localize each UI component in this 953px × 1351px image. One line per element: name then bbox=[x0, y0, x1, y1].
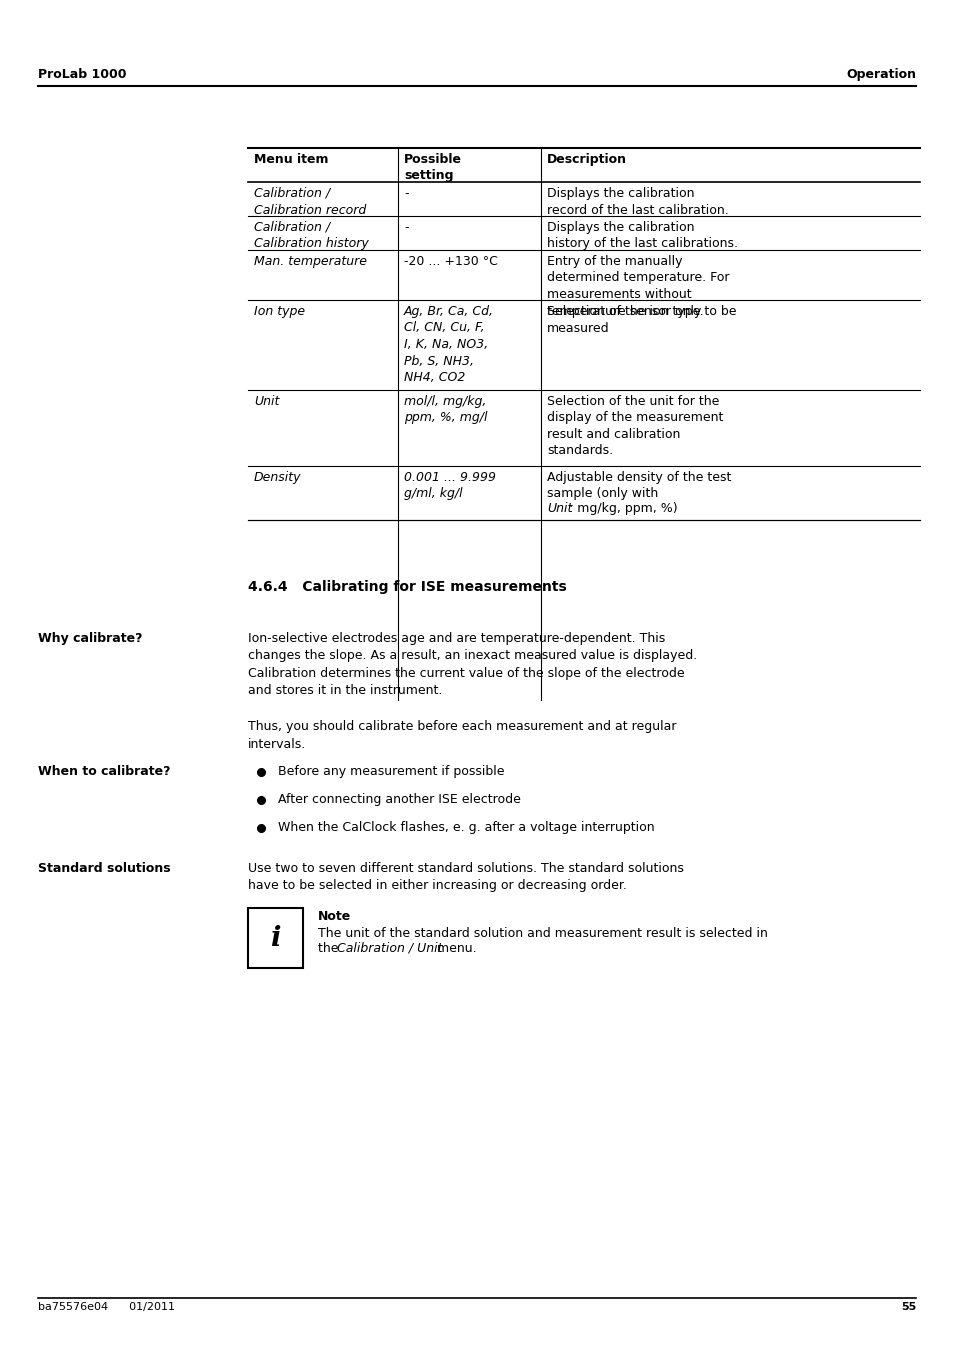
Text: Unit: Unit bbox=[253, 394, 279, 408]
Text: 0.001 ... 9.999
g/ml, kg/l: 0.001 ... 9.999 g/ml, kg/l bbox=[403, 471, 496, 500]
Text: Use two to seven different standard solutions. The standard solutions
have to be: Use two to seven different standard solu… bbox=[248, 862, 683, 893]
Text: Unit: Unit bbox=[546, 503, 572, 515]
Text: When the CalClock flashes, e. g. after a voltage interruption: When the CalClock flashes, e. g. after a… bbox=[277, 821, 654, 834]
Text: When to calibrate?: When to calibrate? bbox=[38, 765, 171, 778]
Text: Calibration /
Calibration record: Calibration / Calibration record bbox=[253, 186, 366, 216]
Text: Ag, Br, Ca, Cd,
Cl, CN, Cu, F,
I, K, Na, NO3,
Pb, S, NH3,
NH4, CO2: Ag, Br, Ca, Cd, Cl, CN, Cu, F, I, K, Na,… bbox=[403, 305, 494, 384]
Text: Calibration / Unit: Calibration / Unit bbox=[336, 942, 442, 955]
Text: Description: Description bbox=[546, 153, 626, 166]
Text: Selection of the ion type to be
measured: Selection of the ion type to be measured bbox=[546, 305, 736, 335]
Text: Displays the calibration
record of the last calibration.: Displays the calibration record of the l… bbox=[546, 186, 728, 216]
Text: the: the bbox=[317, 942, 342, 955]
Text: ProLab 1000: ProLab 1000 bbox=[38, 68, 127, 81]
Text: After connecting another ISE electrode: After connecting another ISE electrode bbox=[277, 793, 520, 807]
Text: menu.: menu. bbox=[433, 942, 476, 955]
Text: Thus, you should calibrate before each measurement and at regular
intervals.: Thus, you should calibrate before each m… bbox=[248, 720, 676, 751]
Text: Possible
setting: Possible setting bbox=[403, 153, 461, 182]
Text: -20 ... +130 °C: -20 ... +130 °C bbox=[403, 255, 497, 267]
Text: Selection of the unit for the
display of the measurement
result and calibration
: Selection of the unit for the display of… bbox=[546, 394, 722, 458]
Text: Man. temperature: Man. temperature bbox=[253, 255, 367, 267]
Text: Operation: Operation bbox=[845, 68, 915, 81]
Text: 4.6.4   Calibrating for ISE measurements: 4.6.4 Calibrating for ISE measurements bbox=[248, 580, 566, 594]
Text: Ion-selective electrodes age and are temperature-dependent. This
changes the slo: Ion-selective electrodes age and are tem… bbox=[248, 632, 697, 697]
Text: -: - bbox=[403, 186, 408, 200]
Text: mol/l, mg/kg,
ppm, %, mg/l: mol/l, mg/kg, ppm, %, mg/l bbox=[403, 394, 487, 424]
Text: ba75576e04      01/2011: ba75576e04 01/2011 bbox=[38, 1302, 174, 1312]
Text: Menu item: Menu item bbox=[253, 153, 328, 166]
Text: Calibration /
Calibration history: Calibration / Calibration history bbox=[253, 222, 369, 250]
Text: Entry of the manually
determined temperature. For
measurements without
temperatu: Entry of the manually determined tempera… bbox=[546, 255, 729, 317]
Text: The unit of the standard solution and measurement result is selected in: The unit of the standard solution and me… bbox=[317, 927, 767, 940]
Text: 55: 55 bbox=[900, 1302, 915, 1312]
Text: Before any measurement if possible: Before any measurement if possible bbox=[277, 765, 504, 778]
Text: Ion type: Ion type bbox=[253, 305, 305, 317]
Text: -: - bbox=[403, 222, 408, 234]
Text: Adjustable density of the test
sample (only with: Adjustable density of the test sample (o… bbox=[546, 471, 731, 500]
Text: Displays the calibration
history of the last calibrations.: Displays the calibration history of the … bbox=[546, 222, 738, 250]
Bar bbox=[248, 908, 303, 969]
Text: Why calibrate?: Why calibrate? bbox=[38, 632, 142, 644]
Text: : mg/kg, ppm, %): : mg/kg, ppm, %) bbox=[568, 503, 677, 515]
Text: Standard solutions: Standard solutions bbox=[38, 862, 171, 875]
Text: Density: Density bbox=[253, 471, 301, 484]
Text: i: i bbox=[270, 924, 280, 951]
Text: Note: Note bbox=[317, 911, 351, 923]
